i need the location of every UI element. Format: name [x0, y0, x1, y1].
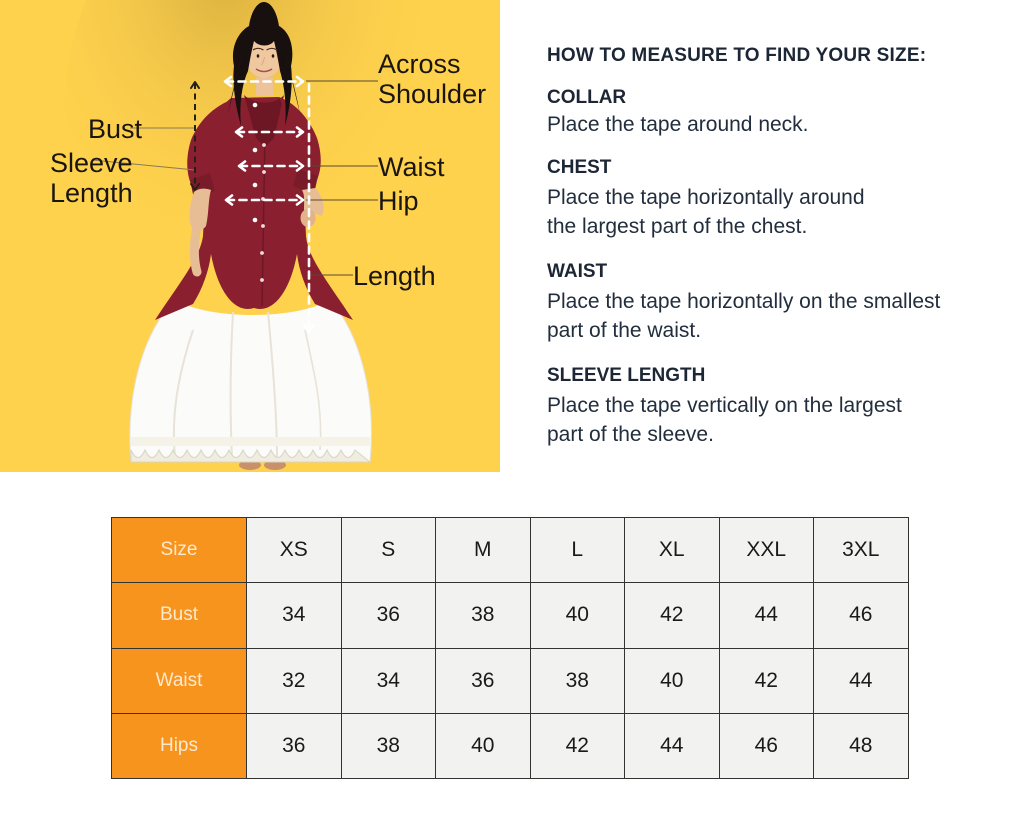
- svg-text:Length: Length: [50, 178, 133, 208]
- svg-text:Hip: Hip: [378, 186, 419, 216]
- svg-text:Shoulder: Shoulder: [378, 79, 486, 109]
- svg-text:Sleeve: Sleeve: [50, 148, 133, 178]
- svg-text:Across: Across: [378, 49, 461, 79]
- svg-text:Length: Length: [353, 261, 436, 291]
- svg-text:Waist: Waist: [378, 152, 445, 182]
- svg-text:Bust: Bust: [88, 114, 143, 144]
